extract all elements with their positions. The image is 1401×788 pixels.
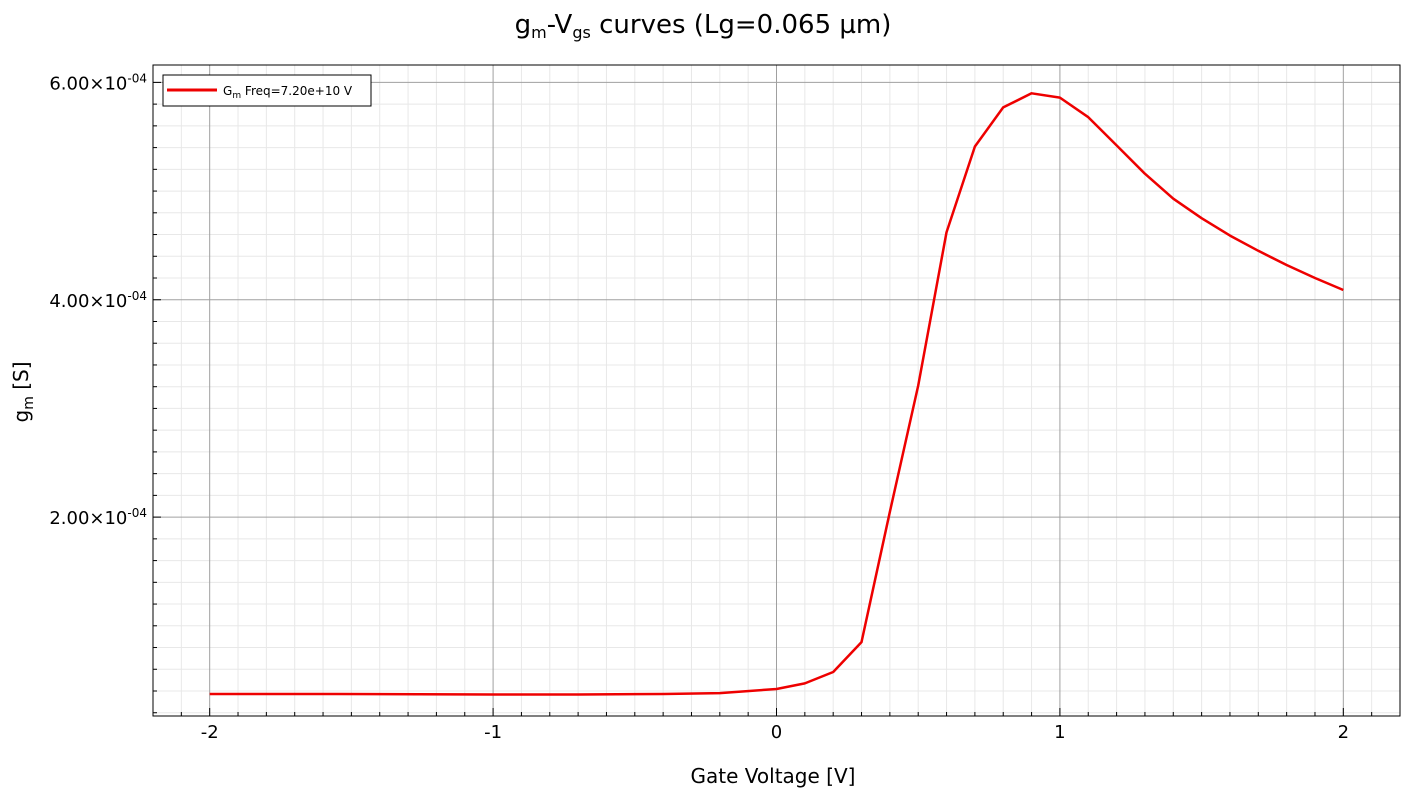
x-tick-label: 1	[1054, 722, 1065, 743]
y-tick-label: 6.00×10-04	[49, 71, 147, 94]
series-layer	[209, 92, 1344, 696]
chart-title: gm-Vgs curves (Lg=0.065 µm)	[515, 10, 892, 42]
x-tick-label: 2	[1338, 722, 1349, 743]
x-tick-label: -1	[484, 722, 502, 743]
x-tick-label: -2	[201, 722, 219, 743]
gm-series-line	[209, 92, 1344, 696]
y-axis-label: gm [S]	[9, 361, 37, 422]
legend-entry: Gm Freq=7.20e+10 V	[223, 84, 353, 101]
axis-ticks	[152, 81, 1401, 716]
x-axis-label: Gate Voltage [V]	[691, 764, 856, 788]
legend: Gm Freq=7.20e+10 V	[162, 74, 372, 107]
x-tick-label: 0	[771, 722, 782, 743]
y-tick-label: 4.00×10-04	[49, 289, 147, 312]
x-tick-labels: -2 -1 0 1 2	[201, 722, 1349, 743]
major-grid	[153, 65, 1400, 716]
y-tick-labels: 2.00×10-04 4.00×10-04 6.00×10-04	[49, 71, 147, 529]
y-tick-label: 2.00×10-04	[49, 506, 147, 529]
